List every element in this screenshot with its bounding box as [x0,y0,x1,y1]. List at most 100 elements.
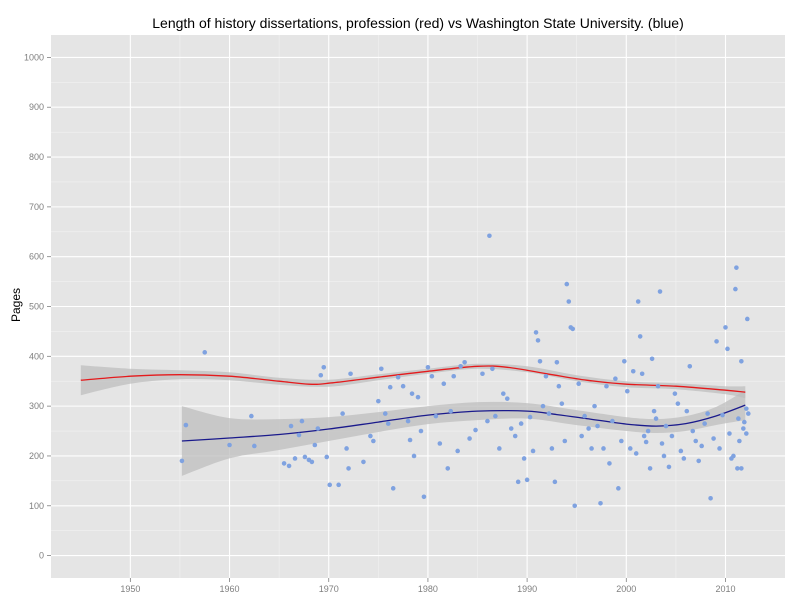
x-tick-label: 1980 [418,584,438,594]
data-point [742,419,747,425]
data-point [411,453,417,459]
data-point [737,438,742,444]
data-point [616,486,621,491]
y-tick-label: 0 [39,551,44,561]
data-point [480,371,485,377]
data-point [643,439,649,445]
data-point [610,418,615,424]
data-point [582,413,587,419]
data-point [379,366,384,372]
data-point [725,346,730,352]
data-point [445,466,451,471]
data-point [501,391,506,396]
y-tick-label: 600 [29,252,44,262]
data-point [324,454,330,460]
data-point [346,466,351,471]
data-point [549,446,555,451]
y-tick-label: 1000 [24,52,44,62]
data-point [281,461,287,466]
data-point [292,456,298,461]
data-point [675,401,681,406]
data-point [493,413,498,419]
data-point [202,350,208,355]
data-point [252,443,257,449]
data-point [390,486,396,491]
data-point [508,426,514,431]
data-point [684,408,690,414]
data-point [723,325,728,330]
data-point [462,359,467,365]
data-point [714,339,719,344]
data-point [405,418,411,424]
data-point [645,428,651,434]
data-point [504,396,510,401]
data-point [421,494,427,500]
y-tick-label: 300 [29,401,44,411]
data-point [407,437,413,443]
data-point [649,356,655,362]
y-tick-label: 200 [29,451,44,461]
data-point [368,433,373,439]
data-point [546,411,552,416]
data-point [651,408,657,414]
axis-layer: 0 100 200 300 400 500 600 700 800 900 1000 1950 1960… [24,52,736,594]
data-point [395,374,401,380]
data-point [604,383,609,389]
data-point [744,431,749,436]
data-point [429,373,435,379]
data-point [518,421,524,426]
x-tick-label: 2000 [616,584,636,594]
data-point [315,426,321,431]
chart-title: Length of history dissertations, profess… [152,15,683,31]
data-point [552,479,558,485]
data-point [736,416,741,421]
profession_smooth-line [80,365,746,393]
data-point [711,436,716,441]
data-point [409,391,415,396]
data-point [639,371,645,377]
data-point [607,461,612,466]
data-point [521,456,527,461]
data-point [734,265,739,270]
data-point [598,500,603,506]
data-point [312,442,318,448]
data-point [633,451,639,456]
profession_smooth-confidence-band [80,363,746,399]
data-point [302,454,308,460]
data-point [733,286,738,292]
data-point [485,418,490,424]
data-point [666,464,672,470]
data-point [641,433,647,439]
data-point [371,438,376,444]
data-point [663,423,669,429]
data-point [720,412,725,418]
data-point [533,330,539,335]
x-tick-label: 1950 [120,584,140,594]
data-point [348,371,353,377]
data-point [543,373,549,379]
data-point [321,364,327,370]
data-point [727,431,732,436]
data-point [589,446,594,451]
data-point [647,466,653,471]
data-point [179,458,185,464]
data-point [566,299,572,304]
data-point [497,446,502,451]
data-point [425,364,431,370]
data-point [657,289,663,294]
y-tick-label: 500 [29,302,44,312]
data-point [433,413,439,419]
data-point [318,372,324,378]
data-point [731,453,736,459]
data-point [717,446,722,451]
point-layer [179,233,751,509]
data-point [490,366,495,372]
x-tick-label: 2010 [715,584,735,594]
data-point [309,459,315,465]
x-tick-label: 1990 [517,584,537,594]
data-point [579,433,584,439]
data-point [382,411,388,416]
data-point [361,459,366,465]
y-tick-label: 100 [29,501,44,511]
